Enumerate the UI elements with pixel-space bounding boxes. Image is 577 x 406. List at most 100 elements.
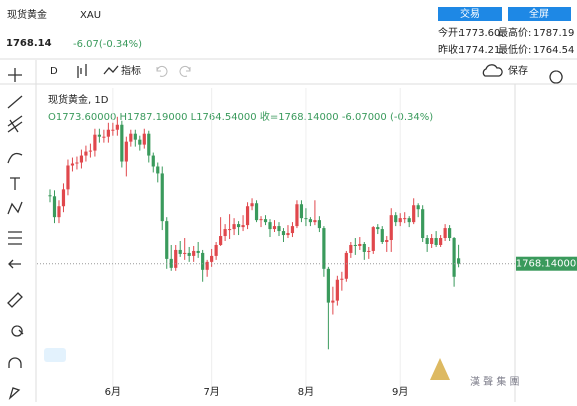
- candle-body: [403, 218, 407, 220]
- candle-body: [228, 229, 232, 231]
- quote-stat: 最高价:: [498, 26, 531, 39]
- candle-body: [389, 215, 393, 241]
- quote-stat: 1787.19: [533, 28, 574, 39]
- interval[interactable]: D: [50, 66, 58, 77]
- candle-body: [376, 227, 380, 230]
- candle-body: [223, 229, 227, 237]
- save[interactable]: 保存: [508, 64, 528, 77]
- price-change: -6.07(-0.34%): [73, 39, 142, 50]
- candle-body: [75, 162, 79, 164]
- candle-body: [394, 215, 398, 223]
- candle-body: [111, 129, 115, 131]
- candle-body: [421, 209, 425, 239]
- candle-body: [201, 252, 205, 270]
- candle-body: [308, 219, 313, 223]
- candle-body: [245, 206, 250, 226]
- candle-body: [439, 238, 443, 245]
- candle-body: [263, 219, 268, 223]
- candle-body: [79, 155, 84, 163]
- candle-body: [313, 220, 317, 223]
- candle-body: [371, 227, 375, 251]
- candle-body: [448, 228, 452, 239]
- candle-body: [115, 124, 119, 130]
- x-tick-label: 7月: [203, 386, 219, 398]
- candle-body: [412, 205, 416, 223]
- candle-body: [214, 244, 218, 256]
- instrument-title: 现货黄金: [7, 8, 47, 21]
- settings-icon[interactable]: [549, 70, 563, 84]
- indicators[interactable]: 指标: [121, 64, 141, 77]
- candle-body: [133, 133, 137, 140]
- candle-body: [367, 250, 371, 252]
- candle-body: [281, 231, 286, 236]
- candle-body: [151, 155, 155, 167]
- candle-body: [178, 249, 182, 254]
- candle-body: [183, 252, 187, 254]
- candle-body: [102, 136, 106, 138]
- candle-body: [147, 133, 151, 156]
- candle-body: [456, 258, 461, 264]
- candle-body: [254, 203, 259, 221]
- candle-body: [430, 238, 434, 244]
- fullscreen-button-label[interactable]: 全屏: [529, 7, 549, 20]
- chart-style-icon[interactable]: [77, 64, 87, 78]
- candle-body: [317, 220, 321, 229]
- candle-body: [124, 141, 128, 162]
- candle-body: [88, 150, 93, 152]
- candle-body: [70, 163, 75, 166]
- cloud-icon[interactable]: [482, 64, 503, 77]
- candle-body: [66, 165, 70, 190]
- candle-body: [362, 243, 366, 252]
- indicator-icon[interactable]: [103, 65, 119, 75]
- fullscreen-button[interactable]: [508, 7, 571, 21]
- candle-body: [165, 221, 169, 259]
- candle-body: [84, 151, 88, 156]
- candle-body: [169, 258, 173, 268]
- candle-body: [353, 244, 357, 246]
- candle-body: [192, 250, 196, 256]
- candles: [48, 88, 461, 395]
- quote-stat: 1773.60: [459, 28, 500, 39]
- candle-body: [138, 139, 142, 145]
- candle-body: [174, 249, 178, 268]
- logo-badge: [44, 348, 66, 362]
- candle-body: [106, 129, 110, 137]
- drawing-tools[interactable]: [7, 68, 24, 401]
- candle-body: [196, 250, 200, 253]
- candle-body: [326, 268, 330, 303]
- candle-body: [232, 224, 236, 230]
- candle-body: [205, 261, 209, 270]
- watermark-logo: [430, 358, 450, 380]
- candle-body: [259, 219, 263, 221]
- candle-body: [241, 225, 245, 228]
- candle-body: [452, 238, 456, 277]
- last-price-tag: [516, 256, 577, 271]
- candle-body: [322, 228, 326, 269]
- candle-body: [187, 252, 191, 256]
- candle-body: [93, 134, 97, 151]
- candle-body: [142, 133, 146, 145]
- candle-body: [299, 204, 304, 219]
- candle-body: [210, 255, 214, 262]
- candle-body: [286, 233, 290, 236]
- candle-body: [380, 229, 384, 242]
- candle-body: [295, 204, 299, 227]
- candle-body: [156, 166, 160, 174]
- x-tick-label: 8月: [298, 386, 314, 398]
- last-price: 1768.14: [6, 38, 52, 49]
- trade-button-label[interactable]: 交易: [460, 7, 480, 20]
- x-tick-label: 9月: [392, 386, 408, 398]
- symbol: XAU: [80, 10, 101, 21]
- candle-body: [236, 224, 241, 228]
- candle-body: [425, 238, 429, 244]
- candle-body: [349, 244, 353, 253]
- legend-title: 现货黄金, 1D: [48, 93, 109, 106]
- legend-ohlc: O1773.60000 H1787.19000 L1764.54000 收=17…: [48, 110, 433, 123]
- trade-button[interactable]: [438, 7, 502, 21]
- candle-body: [272, 226, 277, 230]
- undo-redo[interactable]: [156, 65, 191, 77]
- candle-body: [160, 173, 164, 222]
- candle-body: [443, 228, 447, 239]
